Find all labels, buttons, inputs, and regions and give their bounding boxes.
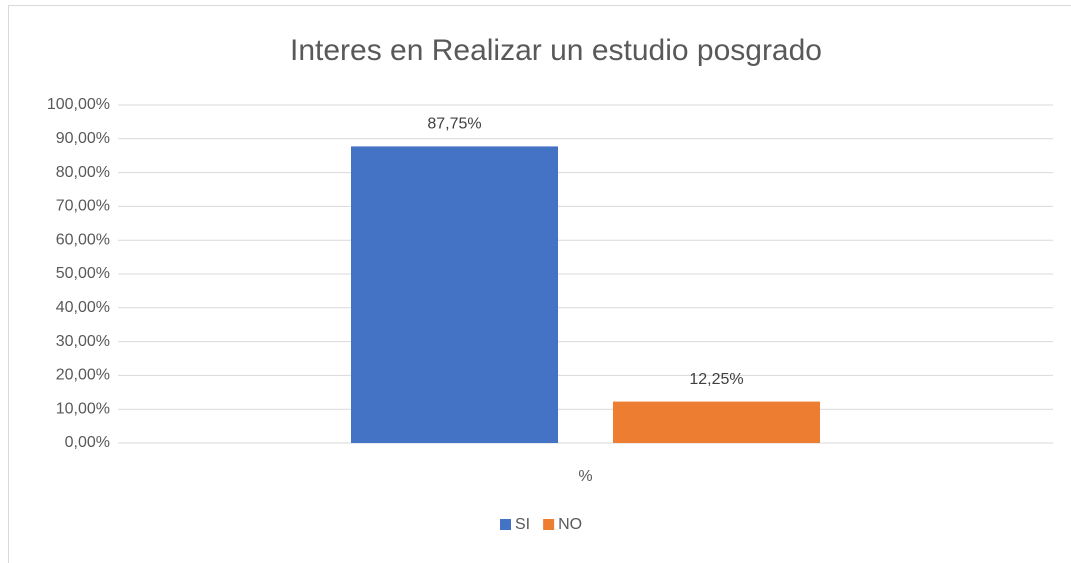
bar: [612, 401, 820, 443]
y-tick-label: 80,00%: [56, 164, 110, 181]
y-tick-label: 60,00%: [56, 231, 110, 248]
x-tick-label: %: [578, 468, 592, 485]
y-tick-label: 100,00%: [47, 96, 110, 113]
legend-label: SI: [515, 516, 530, 533]
y-tick-label: 40,00%: [56, 299, 110, 316]
data-label: 12,25%: [689, 371, 743, 388]
y-tick-label: 20,00%: [56, 367, 110, 384]
bar: [351, 146, 559, 443]
y-tick-label: 30,00%: [56, 333, 110, 350]
legend-swatch: [500, 519, 511, 530]
y-tick-label: 70,00%: [56, 198, 110, 215]
data-label: 87,75%: [427, 116, 481, 133]
y-tick-label: 0,00%: [65, 434, 110, 451]
legend-label: NO: [558, 516, 582, 533]
y-tick-label: 10,00%: [56, 400, 110, 417]
chart-title: Interes en Realizar un estudio posgrado: [290, 34, 822, 67]
y-tick-label: 90,00%: [56, 130, 110, 147]
legend-swatch: [543, 519, 555, 530]
y-tick-label: 50,00%: [56, 265, 110, 282]
